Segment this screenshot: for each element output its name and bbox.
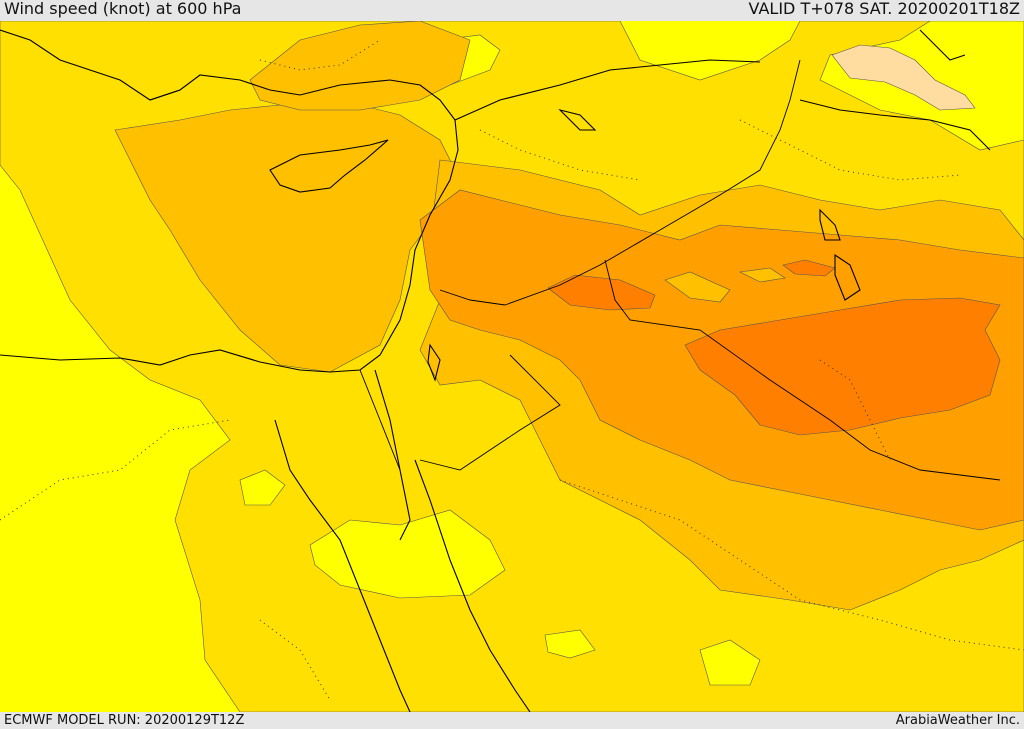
map-canvas bbox=[0, 21, 1024, 712]
borders bbox=[359, 59, 1001, 481]
map-footer: ECMWF MODEL RUN: 20200129T12Z ArabiaWeat… bbox=[0, 712, 1024, 729]
band-dark-orange-small bbox=[782, 259, 836, 277]
map-header: Wind speed (knot) at 600 hPa VALID T+078… bbox=[0, 0, 1024, 21]
wind-speed-map bbox=[0, 21, 1024, 712]
band-gold-island2 bbox=[738, 267, 786, 283]
band-dark-orange-west bbox=[547, 274, 656, 311]
valid-time: VALID T+078 SAT. 20200201T18Z bbox=[748, 0, 1020, 18]
map-title: Wind speed (knot) at 600 hPa bbox=[4, 0, 242, 18]
band-yellow-patch2 bbox=[699, 639, 761, 686]
band-dark-orange-east bbox=[684, 297, 1001, 436]
credit-text: ArabiaWeather Inc. bbox=[895, 713, 1020, 728]
band-yellow-patch3 bbox=[544, 629, 596, 659]
band-gold-island bbox=[664, 271, 731, 303]
model-run: ECMWF MODEL RUN: 20200129T12Z bbox=[4, 713, 245, 728]
band-gold-north bbox=[249, 21, 471, 111]
band-yellow-patch bbox=[239, 469, 286, 506]
band-pale bbox=[831, 44, 976, 111]
dotted-contours bbox=[0, 39, 1024, 701]
